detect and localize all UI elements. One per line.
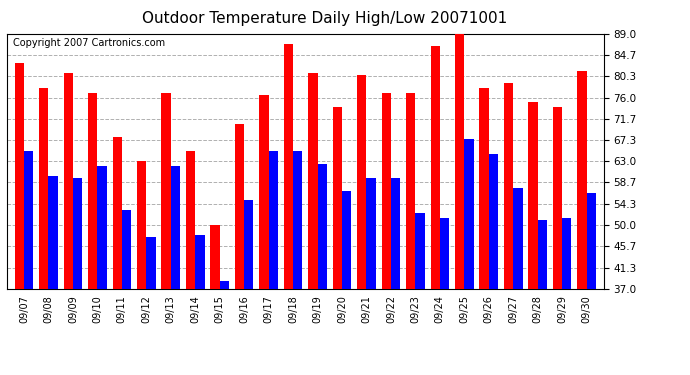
Bar <box>39 88 48 375</box>
Bar <box>210 225 219 375</box>
Bar <box>538 220 547 375</box>
Bar <box>586 193 596 375</box>
Bar <box>137 161 146 375</box>
Bar <box>97 166 107 375</box>
Bar <box>146 237 156 375</box>
Bar <box>489 154 498 375</box>
Bar <box>553 107 562 375</box>
Bar <box>122 210 131 375</box>
Bar <box>293 152 302 375</box>
Bar <box>513 188 522 375</box>
Bar <box>73 178 82 375</box>
Bar <box>186 152 195 375</box>
Bar <box>415 213 425 375</box>
Bar <box>48 176 58 375</box>
Bar <box>63 73 73 375</box>
Bar <box>268 152 278 375</box>
Bar <box>480 88 489 375</box>
Bar <box>14 63 24 375</box>
Bar <box>578 70 586 375</box>
Bar <box>259 95 268 375</box>
Bar <box>244 201 253 375</box>
Bar <box>333 107 342 375</box>
Bar <box>112 137 122 375</box>
Bar <box>317 164 327 375</box>
Bar <box>161 93 171 375</box>
Bar <box>431 46 440 375</box>
Bar <box>284 44 293 375</box>
Bar <box>455 31 464 375</box>
Bar <box>88 93 97 375</box>
Bar <box>195 235 204 375</box>
Bar <box>357 75 366 375</box>
Bar <box>464 139 473 375</box>
Text: Copyright 2007 Cartronics.com: Copyright 2007 Cartronics.com <box>13 38 165 48</box>
Bar <box>529 102 538 375</box>
Bar <box>24 152 33 375</box>
Bar <box>308 73 317 375</box>
Text: Outdoor Temperature Daily High/Low 20071001: Outdoor Temperature Daily High/Low 20071… <box>141 11 507 26</box>
Bar <box>219 281 229 375</box>
Bar <box>562 217 571 375</box>
Bar <box>366 178 376 375</box>
Bar <box>171 166 180 375</box>
Bar <box>406 93 415 375</box>
Bar <box>382 93 391 375</box>
Bar <box>235 124 244 375</box>
Bar <box>504 83 513 375</box>
Bar <box>440 217 449 375</box>
Bar <box>342 190 351 375</box>
Bar <box>391 178 400 375</box>
